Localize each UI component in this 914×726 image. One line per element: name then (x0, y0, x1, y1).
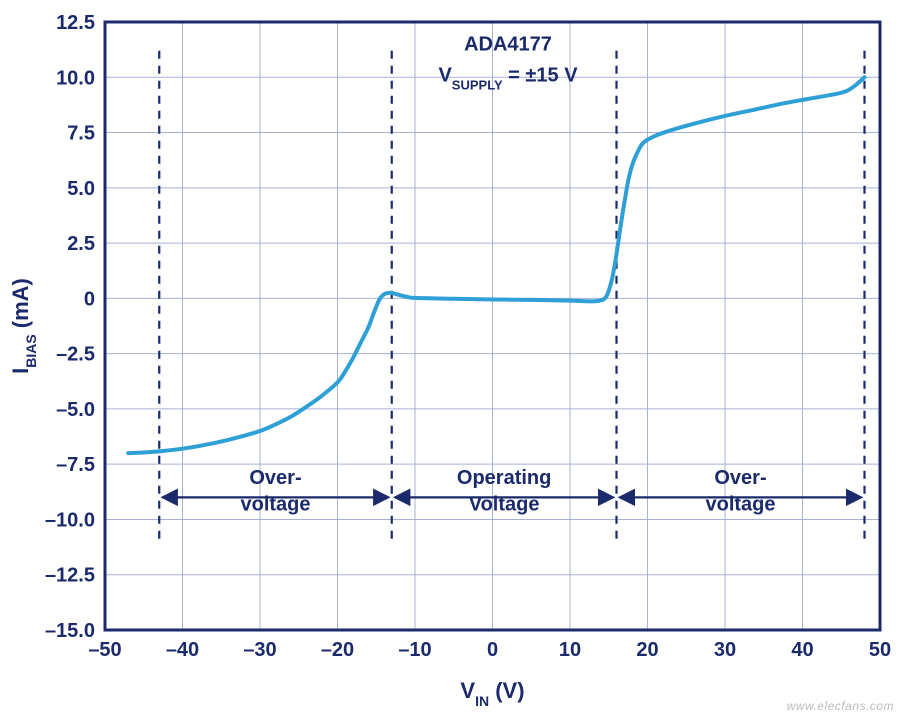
x-tick-label: –40 (166, 639, 199, 661)
y-tick-label: –10.0 (45, 509, 95, 531)
y-tick-label: 0 (84, 288, 95, 310)
chart-svg: Over-voltage Operating Voltage Over-voltage… (0, 0, 914, 721)
x-tick-label: 40 (791, 639, 813, 661)
x-tick-label: –30 (243, 639, 276, 661)
chart-subtitle: VSUPPLY = ±15 V (438, 65, 578, 93)
y-tick-label: –5.0 (56, 399, 95, 421)
y-tick-label: 10.0 (56, 67, 95, 89)
y-tick-label: –12.5 (45, 565, 95, 587)
ibias-curve (128, 77, 864, 453)
region-label: Over- (249, 467, 301, 489)
y-axis-label: IBIAS (mA) (8, 278, 39, 374)
region-label: Operating (457, 467, 551, 489)
x-tick-label: 30 (714, 639, 736, 661)
x-tick-label: 10 (559, 639, 581, 661)
y-tick-label: 5.0 (67, 178, 95, 200)
chart-container: Over-voltage Operating Voltage Over-voltage… (0, 0, 914, 721)
y-tick-label: –2.5 (56, 344, 95, 366)
x-tick-label: 20 (636, 639, 658, 661)
chart-title: ADA4177 (464, 34, 552, 56)
grid (105, 22, 880, 630)
x-axis-label: VIN (V) (460, 678, 524, 709)
region-label: voltage (240, 494, 310, 516)
y-tick-label: 12.5 (56, 12, 95, 34)
y-tick-label: 2.5 (67, 233, 95, 255)
x-tick-label: –10 (398, 639, 431, 661)
y-tick-label: –15.0 (45, 620, 95, 642)
region-label: Over- (714, 467, 766, 489)
x-tick-label: –20 (321, 639, 354, 661)
x-tick-label: 50 (869, 639, 891, 661)
x-tick-label: –50 (88, 639, 121, 661)
watermark: www.elecfans.com (787, 699, 894, 713)
region-label: Voltage (469, 494, 540, 516)
x-tick-label: 0 (487, 639, 498, 661)
region-label: voltage (705, 494, 775, 516)
y-tick-label: 7.5 (67, 123, 95, 145)
y-tick-label: –7.5 (56, 454, 95, 476)
